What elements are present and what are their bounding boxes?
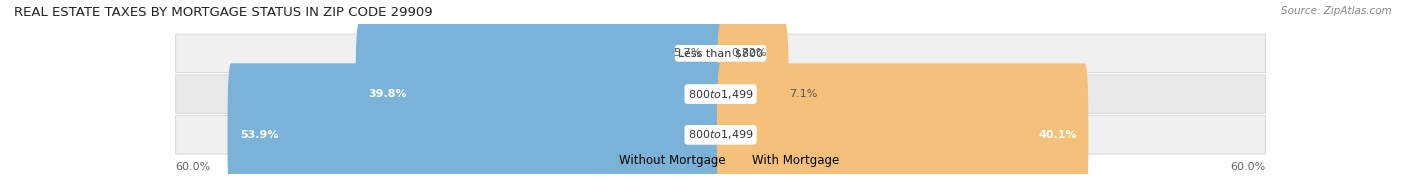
Text: $800 to $1,499: $800 to $1,499: [688, 128, 754, 141]
FancyBboxPatch shape: [717, 23, 789, 166]
FancyBboxPatch shape: [717, 0, 731, 125]
FancyBboxPatch shape: [228, 63, 724, 196]
FancyBboxPatch shape: [176, 116, 1265, 154]
FancyBboxPatch shape: [356, 23, 724, 166]
Text: 39.8%: 39.8%: [368, 89, 406, 99]
Text: $800 to $1,499: $800 to $1,499: [688, 88, 754, 101]
Text: 40.1%: 40.1%: [1039, 130, 1077, 140]
Text: 0.72%: 0.72%: [731, 48, 768, 58]
FancyBboxPatch shape: [665, 0, 724, 125]
FancyBboxPatch shape: [176, 75, 1265, 113]
FancyBboxPatch shape: [176, 34, 1265, 73]
FancyBboxPatch shape: [717, 63, 1088, 196]
Text: 53.9%: 53.9%: [240, 130, 278, 140]
Text: 60.0%: 60.0%: [176, 162, 211, 172]
Legend: Without Mortgage, With Mortgage: Without Mortgage, With Mortgage: [598, 149, 844, 172]
Text: Source: ZipAtlas.com: Source: ZipAtlas.com: [1281, 6, 1392, 16]
Text: REAL ESTATE TAXES BY MORTGAGE STATUS IN ZIP CODE 29909: REAL ESTATE TAXES BY MORTGAGE STATUS IN …: [14, 6, 433, 19]
Text: 7.1%: 7.1%: [790, 89, 818, 99]
Text: 60.0%: 60.0%: [1230, 162, 1265, 172]
Text: 5.7%: 5.7%: [673, 48, 702, 58]
Text: Less than $800: Less than $800: [678, 48, 763, 58]
